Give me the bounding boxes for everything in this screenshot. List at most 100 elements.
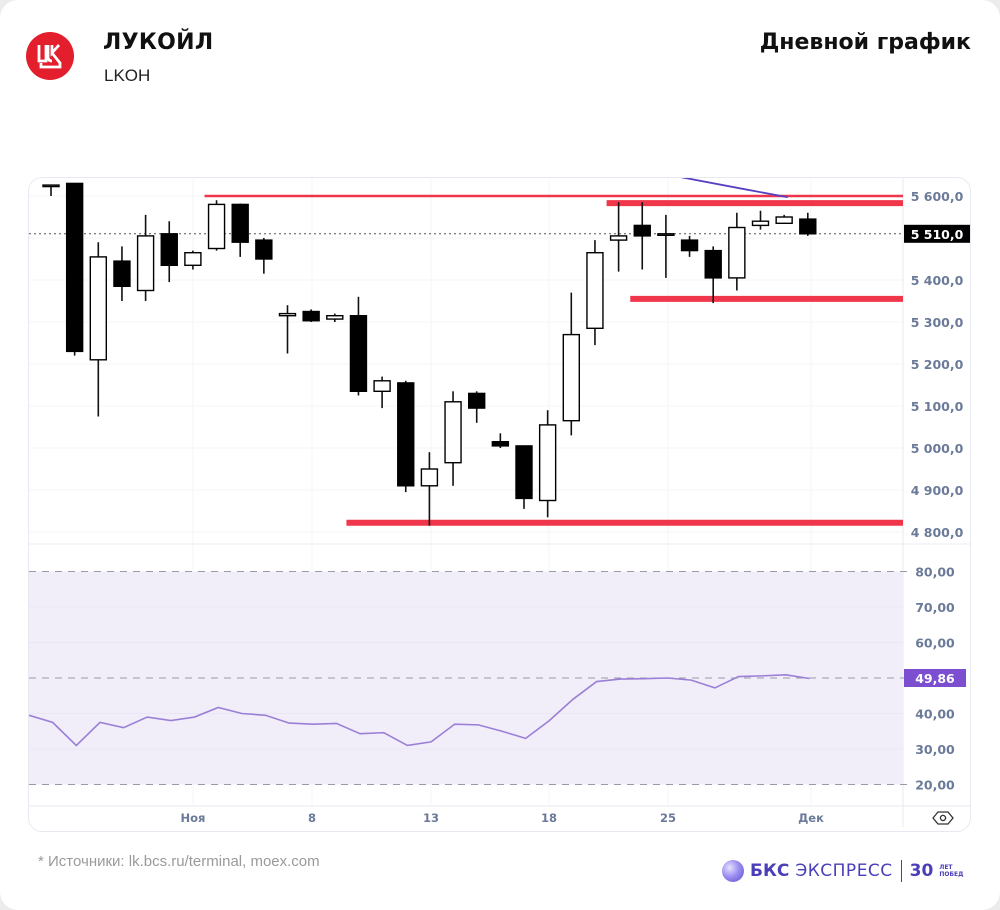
bear-candle-body: [160, 233, 178, 267]
support-resistance-levels: [29, 194, 903, 526]
bear-candle-body: [704, 249, 722, 279]
date-axis-label: 25: [660, 811, 676, 825]
bull-candle-body: [207, 203, 226, 250]
brand-bks: БКС: [750, 861, 790, 881]
price-axis-label: 5 100,0: [911, 399, 964, 414]
price-axis-label: 5 300,0: [911, 315, 964, 330]
rsi-value-badge: [904, 669, 966, 687]
bear-candle-body: [633, 224, 651, 237]
candle: [113, 246, 131, 301]
bull-candle-body: [657, 233, 675, 237]
bks-orb-icon: [722, 860, 744, 882]
price-axis-label: 5 200,0: [911, 357, 964, 372]
chart-title: Дневной график: [759, 30, 971, 55]
bull-candle-body: [373, 380, 391, 392]
candle: [42, 184, 60, 196]
candle: [538, 410, 557, 518]
bull-candle-body: [775, 216, 793, 225]
bull-candle-body: [89, 256, 108, 361]
brand-express: ЭКСПРЕСС: [795, 861, 893, 881]
bull-candle-body: [751, 220, 770, 227]
bull-candle-body: [184, 251, 202, 266]
candle: [728, 212, 746, 291]
bear-candle-body: [680, 239, 699, 252]
candle: [799, 212, 817, 236]
candle: [491, 433, 510, 448]
eye-pupil: [939, 814, 947, 822]
moving-average-line: [680, 178, 788, 199]
candle: [65, 182, 84, 356]
candle: [207, 200, 226, 251]
brand-divider: [900, 860, 902, 882]
candle: [633, 202, 651, 270]
rsi-axis-label: 30,00: [915, 742, 955, 757]
price-chart[interactable]: 5 600,0 5 400,0 5 300,0 5 200,0 5 100,0 5 000…: [29, 178, 971, 832]
candle: [231, 203, 249, 257]
bear-candle-body: [65, 182, 84, 353]
last-price-badge: [904, 224, 970, 243]
candle: [278, 305, 297, 354]
bks-express-brand: БКС ЭКСПРЕСС 30 ЛЕТ ПОБЕД: [722, 857, 963, 885]
ticker-symbol: LKOH: [104, 66, 151, 85]
bear-candle-body: [231, 203, 249, 243]
rsi-line: [29, 674, 810, 747]
chart-settings-icon[interactable]: [932, 811, 954, 825]
rsi-axis-label: 20,00: [915, 778, 955, 793]
rsi-band: [29, 571, 913, 785]
axes: 5 600,0 5 400,0 5 300,0 5 200,0 5 100,0 5 000…: [181, 189, 970, 825]
candle: [680, 235, 699, 257]
candle: [751, 210, 770, 230]
brand-30: 30: [909, 861, 934, 881]
rsi-axis-label: 70,00: [915, 600, 955, 615]
bull-candle-body: [728, 226, 746, 279]
chart-frame: 5 600,0 5 400,0 5 300,0 5 200,0 5 100,0 5 000…: [28, 177, 971, 832]
candle: [349, 296, 368, 396]
brand-sub-1: ЛЕТ: [939, 864, 953, 871]
candle: [420, 452, 439, 526]
rsi-value-label: 49,86: [915, 671, 955, 686]
bear-candle-body: [302, 310, 320, 322]
bear-candle-body: [255, 239, 273, 260]
lukoil-logo: [26, 32, 74, 80]
candle: [609, 202, 628, 272]
rsi-axis-label: 40,00: [915, 707, 955, 722]
rsi-series: [29, 674, 810, 747]
candle: [184, 250, 202, 270]
candle: [704, 246, 722, 304]
bull-candle-body: [420, 468, 439, 487]
date-axis-label: 13: [423, 811, 439, 825]
brand-sub-2: ПОБЕД: [939, 871, 964, 878]
price-axis-label: 4 800,0: [911, 525, 964, 540]
moving-average: [680, 178, 788, 199]
price-axis-label: 4 900,0: [911, 483, 964, 498]
bull-candle-body: [538, 424, 557, 502]
candle: [160, 221, 178, 283]
last-price-label: 5 510,0: [911, 227, 964, 242]
bull-candle-body: [326, 315, 344, 320]
candle: [775, 214, 793, 225]
candle: [515, 445, 533, 509]
brand-sub: ЛЕТ ПОБЕД: [939, 864, 963, 878]
bear-candle-body: [113, 260, 131, 288]
date-axis-label: 8: [308, 811, 316, 825]
bull-candle-body: [444, 401, 462, 464]
price-axis-label: 5 000,0: [911, 441, 964, 456]
candle: [468, 391, 486, 423]
company-name: ЛУКОЙЛ: [103, 30, 214, 55]
hexagon-shape: [932, 811, 954, 825]
rsi-axis-label: 80,00: [915, 565, 955, 580]
candle: [373, 376, 391, 409]
price-axis-label: 5 600,0: [911, 189, 964, 204]
candle: [326, 313, 344, 322]
candle: [444, 391, 462, 486]
candle: [136, 214, 155, 301]
bull-candle-body: [136, 235, 155, 292]
candle: [397, 380, 415, 493]
bear-candle-body: [397, 382, 415, 487]
candle: [302, 309, 320, 322]
date-axis-label: 18: [541, 811, 557, 825]
bear-candle-body: [349, 315, 368, 393]
bull-candle-body: [562, 333, 580, 422]
candle: [586, 240, 604, 346]
